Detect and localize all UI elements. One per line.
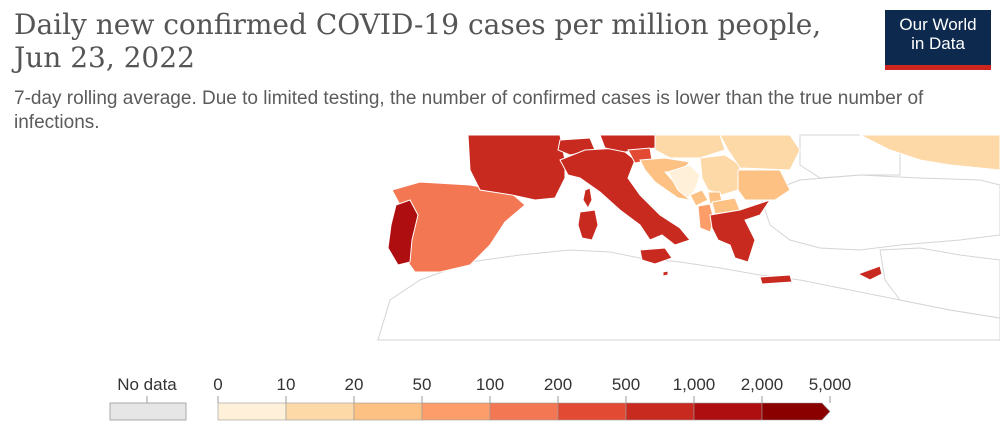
region-crete[interactable] (759, 274, 793, 285)
region-sardinia[interactable] (577, 209, 599, 241)
legend-bin-3[interactable] (421, 402, 491, 421)
logo-line-1: Our World (899, 15, 977, 34)
region-portugal[interactable] (387, 199, 419, 266)
legend-bin-0[interactable] (217, 402, 287, 421)
region-cyprus[interactable] (856, 265, 883, 281)
region-ukraine[interactable] (859, 134, 1000, 171)
chart-subtitle: 7-day rolling average. Due to limited te… (14, 88, 924, 133)
legend-bin-8[interactable] (761, 402, 831, 421)
logo-accent-bar (885, 65, 991, 70)
region-bosnia[interactable] (667, 164, 701, 199)
legend-tick-label: 500 (612, 375, 640, 394)
legend-bin-2[interactable] (353, 402, 423, 421)
legend-tick-label: 20 (345, 375, 364, 394)
legend-bin-1[interactable] (285, 402, 355, 421)
legend-bin-5[interactable] (557, 402, 627, 421)
region-sicily[interactable] (639, 247, 673, 265)
legend-no-data-label: No data (117, 375, 177, 394)
region-montenegro[interactable] (689, 189, 709, 207)
region-levant[interactable] (879, 247, 1000, 319)
legend-tick-label: 1,000 (673, 375, 716, 394)
legend-tick-label: 100 (476, 375, 504, 394)
legend-tick-label: 0 (213, 375, 222, 394)
legend-no-data-swatch[interactable] (109, 402, 187, 421)
chart-title: Daily new confirmed COVID-19 cases per m… (14, 8, 822, 74)
region-serbia[interactable] (699, 154, 741, 196)
legend-ticks: 0 10 20 50 100 200 500 1,000 2,000 5,000 (213, 375, 851, 403)
legend-tick-label: 200 (544, 375, 572, 394)
map-regions (377, 134, 1000, 341)
owid-logo[interactable]: Our World in Data (885, 10, 991, 70)
legend-tick-label: 10 (277, 375, 296, 394)
region-malta[interactable] (662, 270, 669, 277)
region-romania[interactable] (719, 134, 801, 171)
region-corsica[interactable] (582, 187, 593, 210)
region-turkey[interactable] (759, 174, 1000, 251)
legend-tick-label: 50 (413, 375, 432, 394)
region-bulgaria[interactable] (737, 169, 791, 201)
region-hungary[interactable] (654, 134, 726, 159)
region-greece[interactable] (709, 199, 772, 263)
legend: No data 0 10 20 50 100 200 500 1,000 2,000 5,000 (109, 375, 851, 421)
logo-line-2: in Data (911, 34, 965, 53)
legend-bin-6[interactable] (625, 402, 695, 421)
region-france[interactable] (467, 134, 566, 201)
legend-bin-7[interactable] (693, 402, 763, 421)
legend-tick-label: 5,000 (809, 375, 852, 394)
legend-bins (217, 402, 831, 421)
legend-bin-4[interactable] (489, 402, 559, 421)
legend-tick-label: 2,000 (741, 375, 784, 394)
